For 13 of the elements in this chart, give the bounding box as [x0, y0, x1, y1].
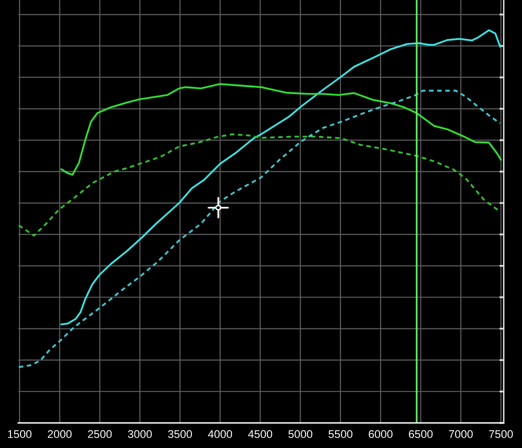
x-tick-label: 2000 — [48, 430, 72, 438]
x-tick-label: 6000 — [368, 430, 393, 438]
x-tick-label: 3000 — [128, 430, 152, 438]
x-tick-label: 4000 — [208, 430, 232, 438]
x-tick-label: 7500 — [489, 430, 513, 438]
x-tick-label: 1500 — [8, 430, 32, 438]
x-tick-label: 3500 — [168, 430, 192, 438]
x-tick-label: 5500 — [328, 430, 352, 438]
x-tick-label: 5000 — [288, 430, 312, 438]
x-tick-label: 7000 — [449, 430, 473, 438]
x-tick-label: 6500 — [408, 430, 433, 438]
x-tick-label: 4500 — [248, 430, 272, 438]
x-tick-label: 2500 — [88, 430, 112, 438]
